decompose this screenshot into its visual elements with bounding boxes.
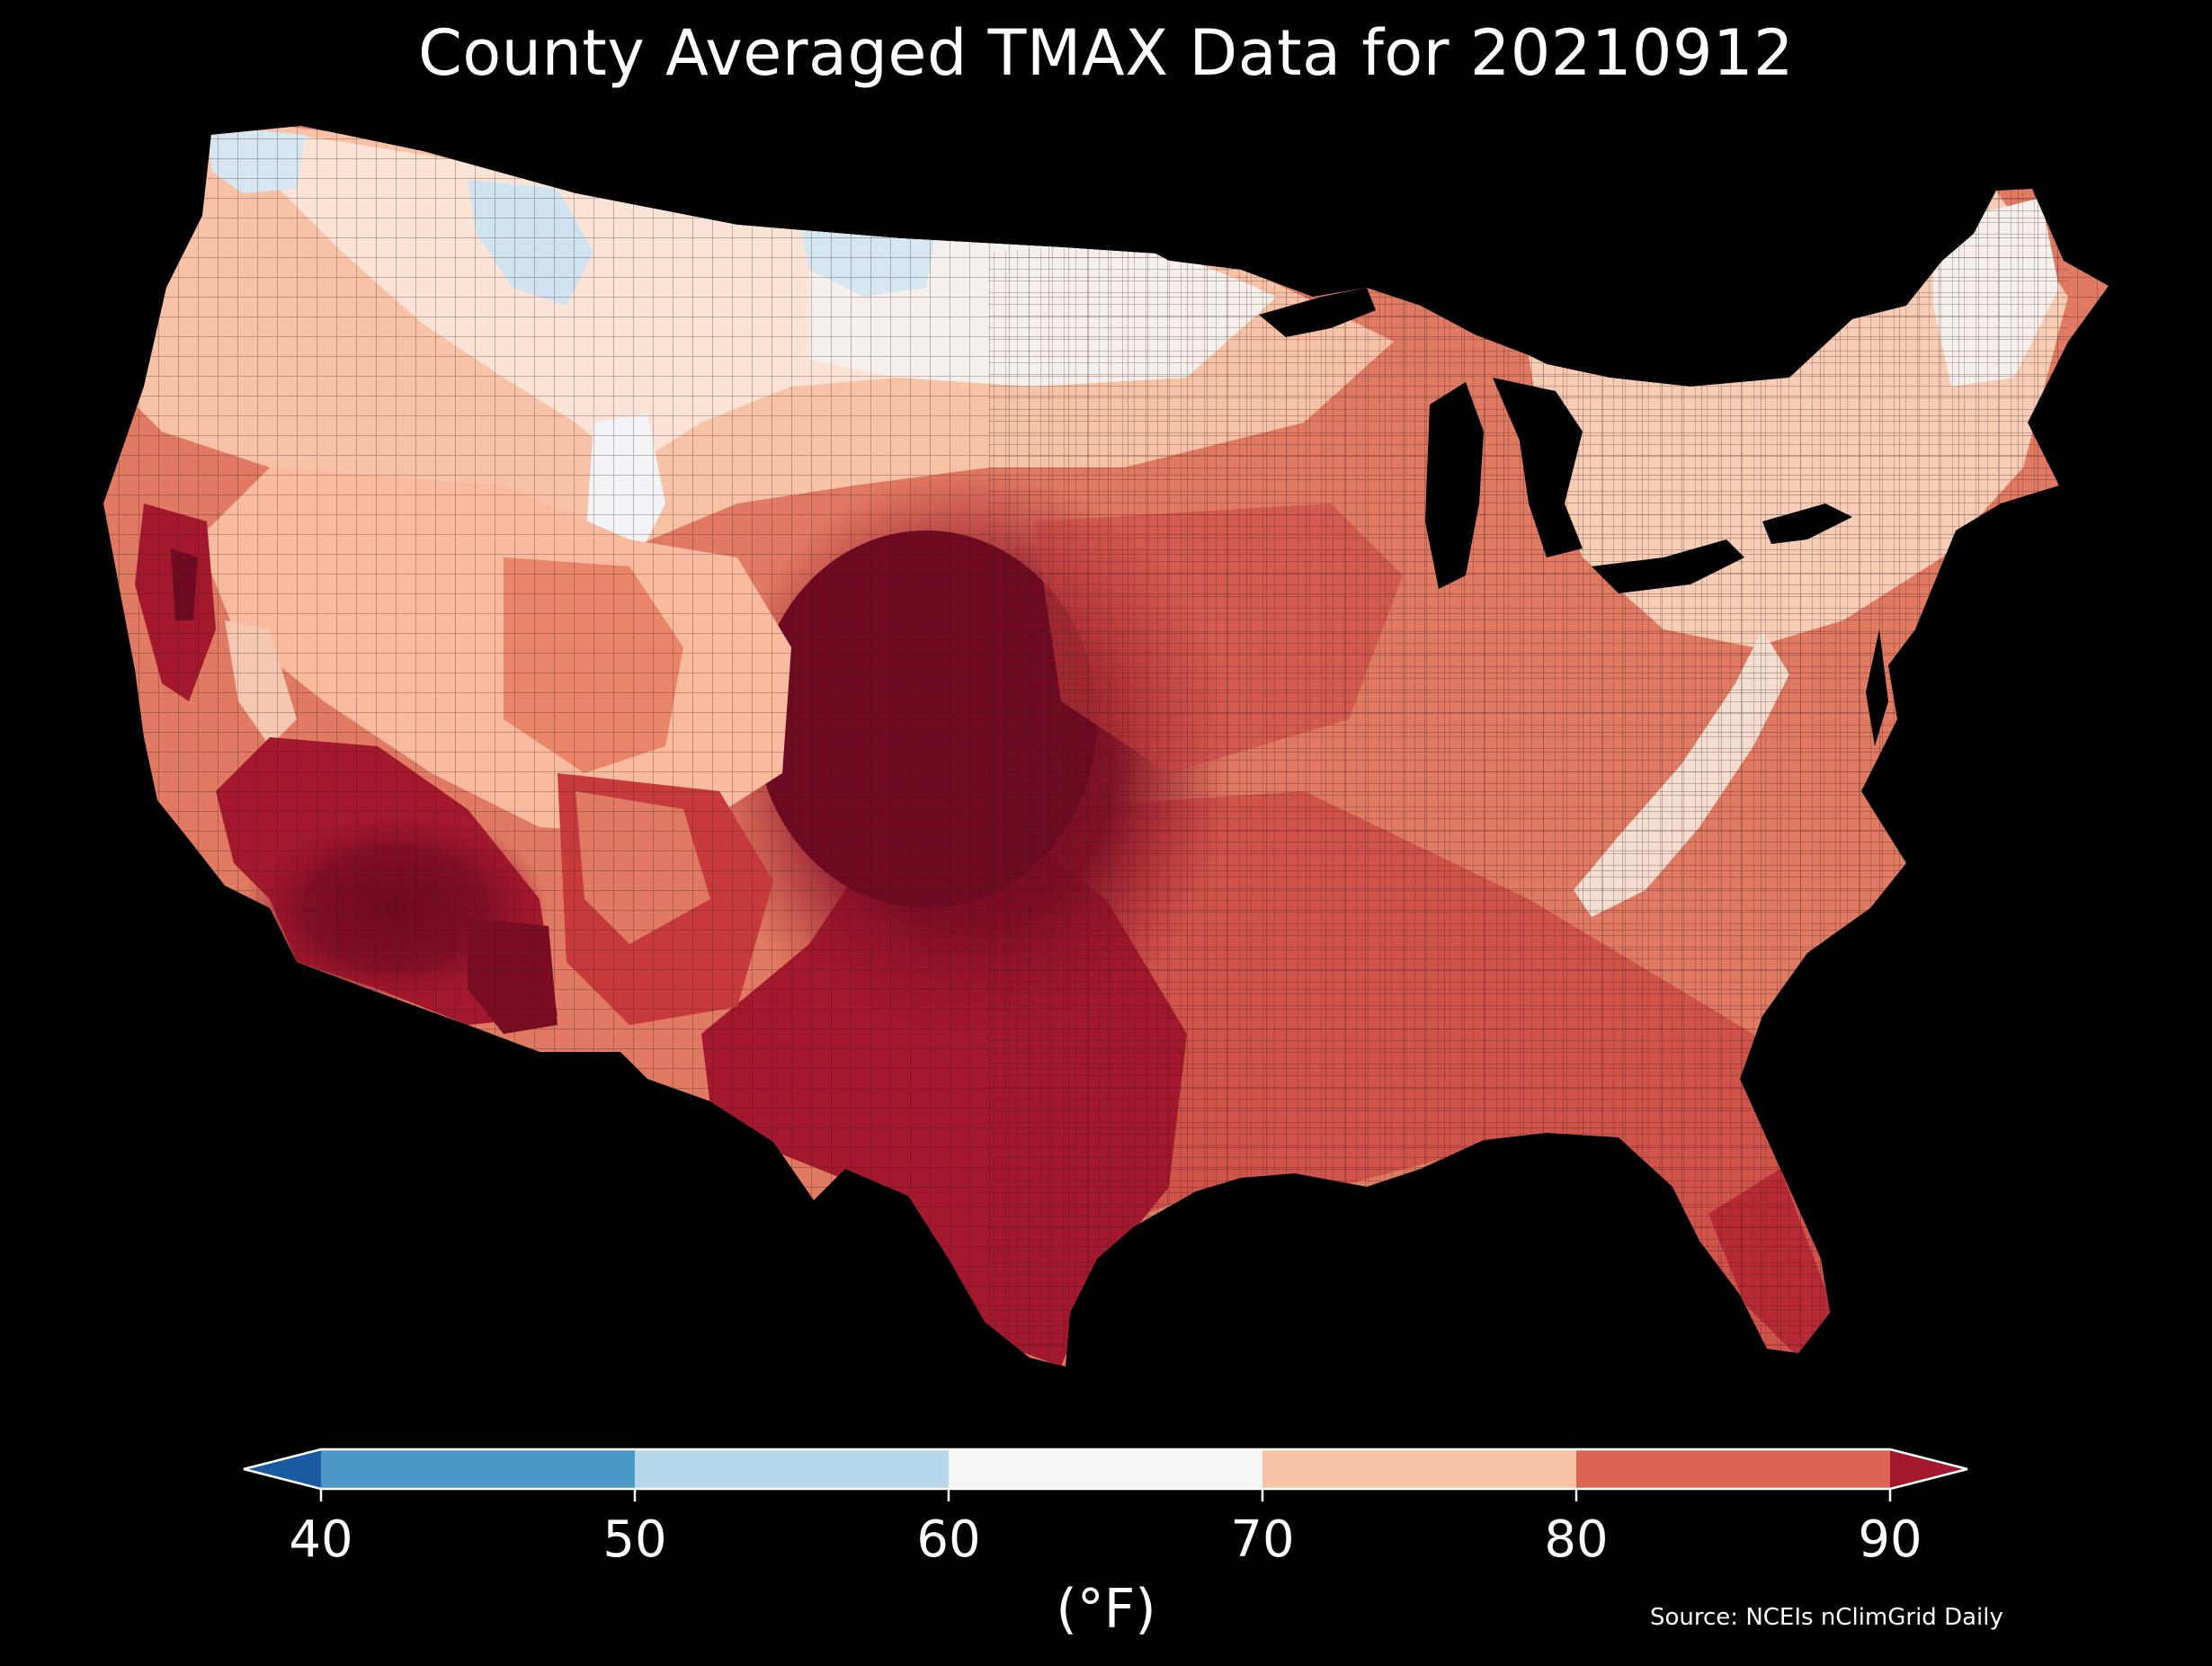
colorbar-bin-60-70 [949, 1449, 1262, 1489]
colorbar-under-arrow [244, 1449, 321, 1489]
colorbar-bin-40-50 [321, 1449, 635, 1489]
colorbar-tick-70: 70 [1230, 1510, 1295, 1569]
colorbar-tick-60: 60 [916, 1510, 981, 1569]
map-title: County Averaged TMAX Data for 20210912 [417, 16, 1795, 90]
colorbar-unit-label: (°F) [1056, 1578, 1156, 1641]
colorbar-over-arrow [1890, 1449, 1967, 1489]
source-credit: Source: NCEIs nClimGrid Daily [1650, 1604, 2003, 1631]
colorbar-tick-80: 80 [1544, 1510, 1609, 1569]
colorbar-bin-50-60 [635, 1449, 949, 1489]
great-lakes [1259, 288, 1852, 593]
colorbar-tick-90: 90 [1858, 1510, 1922, 1569]
chesapeake-bay [1866, 629, 1888, 746]
colorbar-bin-80-90 [1576, 1449, 1890, 1489]
colorbar-tick-50: 50 [602, 1510, 667, 1569]
colorbar-tick-40: 40 [289, 1510, 353, 1569]
colorbar-bin-70-80 [1262, 1449, 1576, 1489]
